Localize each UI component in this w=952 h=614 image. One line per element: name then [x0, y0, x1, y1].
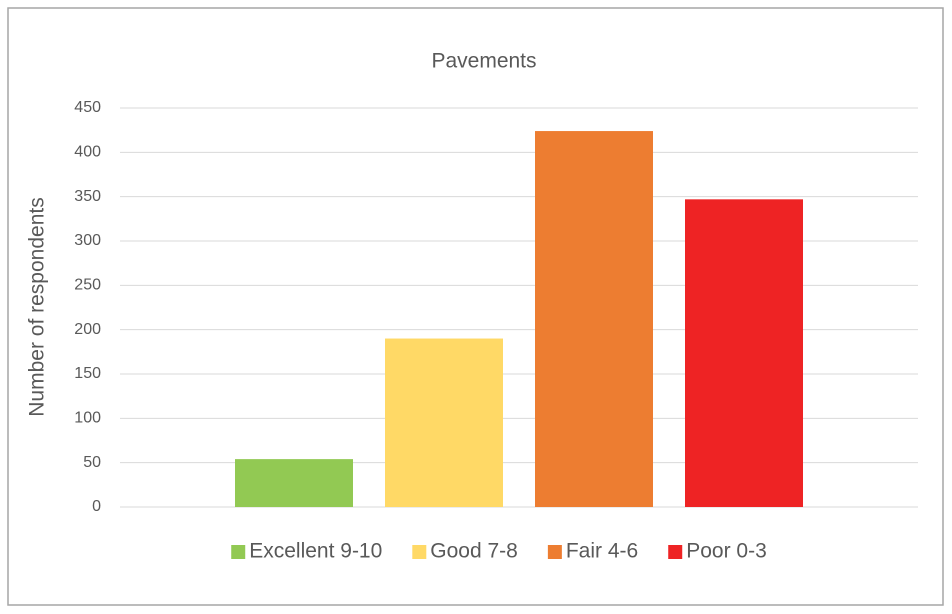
y-tick-label: 450	[74, 99, 101, 116]
y-tick-label: 0	[92, 498, 101, 515]
bar	[385, 338, 503, 507]
y-axis-label: Number of respondents	[26, 197, 49, 416]
legend-label: Fair 4-6	[566, 540, 638, 563]
legend-label: Excellent 9-10	[249, 540, 382, 563]
legend-swatch	[668, 545, 683, 559]
bar	[685, 199, 803, 507]
y-tick-label: 50	[83, 454, 101, 471]
chart-title: Pavements	[431, 50, 536, 73]
y-tick-label: 250	[74, 277, 101, 294]
legend-label: Good 7-8	[430, 540, 518, 563]
y-tick-label: 400	[74, 144, 101, 161]
y-tick-label: 300	[74, 232, 101, 249]
legend-swatch	[547, 545, 562, 559]
legend-label: Poor 0-3	[686, 540, 767, 563]
bar	[235, 459, 353, 507]
y-tick-label: 150	[74, 365, 101, 382]
y-tick-label: 200	[74, 321, 101, 338]
y-tick-label: 350	[74, 188, 101, 205]
bar	[535, 131, 653, 507]
y-tick-label: 100	[74, 410, 101, 427]
legend-swatch	[412, 545, 427, 559]
legend-swatch	[231, 545, 246, 559]
